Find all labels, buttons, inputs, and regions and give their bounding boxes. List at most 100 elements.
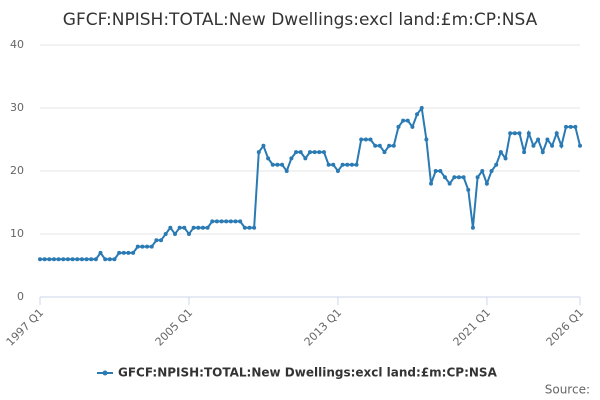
point xyxy=(494,162,499,167)
point xyxy=(145,244,150,249)
x-tick-label: 2021 Q1 xyxy=(451,306,494,349)
point xyxy=(536,137,541,142)
point xyxy=(312,150,317,155)
point xyxy=(564,124,569,129)
point xyxy=(38,257,42,262)
point xyxy=(79,257,84,262)
point xyxy=(98,250,103,255)
point xyxy=(345,162,350,167)
point xyxy=(140,244,145,249)
point xyxy=(275,162,280,167)
y-tick-label: 40 xyxy=(10,38,24,51)
point xyxy=(517,131,522,136)
point xyxy=(173,232,177,236)
source: Source: xyxy=(545,383,590,397)
point xyxy=(480,169,485,173)
point xyxy=(578,143,582,148)
point xyxy=(522,150,527,155)
point xyxy=(84,257,89,262)
point xyxy=(424,137,429,142)
point xyxy=(154,238,159,243)
point xyxy=(298,150,303,155)
point xyxy=(438,169,443,173)
series-line xyxy=(40,105,581,261)
point xyxy=(568,124,573,129)
point xyxy=(303,156,308,161)
point xyxy=(545,137,550,142)
x-tick-label: 1997 Q1 xyxy=(4,306,47,349)
point xyxy=(466,187,471,192)
point xyxy=(443,175,447,180)
point xyxy=(112,257,117,262)
point xyxy=(335,169,340,173)
point xyxy=(340,162,345,167)
point xyxy=(470,225,475,230)
point xyxy=(498,150,503,155)
point xyxy=(405,118,410,123)
point xyxy=(461,175,466,180)
point xyxy=(321,150,326,155)
point xyxy=(242,225,247,230)
point xyxy=(89,257,94,262)
point xyxy=(61,257,66,262)
point xyxy=(149,244,154,249)
point xyxy=(554,131,559,136)
point xyxy=(382,150,387,155)
y-tick-label: 10 xyxy=(10,227,24,240)
point xyxy=(368,137,373,142)
point xyxy=(289,156,294,161)
point xyxy=(47,257,52,262)
x-tick-label: 2013 Q1 xyxy=(302,306,345,349)
point xyxy=(135,244,140,249)
point xyxy=(247,225,252,230)
point xyxy=(121,250,126,255)
point xyxy=(163,232,168,236)
point xyxy=(433,169,438,173)
point xyxy=(186,232,191,236)
point xyxy=(540,150,545,155)
point xyxy=(51,257,56,262)
point xyxy=(410,124,415,129)
point xyxy=(573,124,578,129)
point xyxy=(56,257,61,262)
point xyxy=(280,162,285,167)
point xyxy=(182,225,187,230)
point xyxy=(159,238,164,243)
point xyxy=(512,131,517,136)
point xyxy=(168,225,173,230)
point xyxy=(117,250,122,255)
point xyxy=(559,143,564,148)
point xyxy=(126,250,131,255)
chart-title: GFCF:NPISH:TOTAL:New Dwellings:excl land… xyxy=(63,10,538,30)
point xyxy=(359,137,364,142)
point xyxy=(205,225,210,230)
point xyxy=(447,181,452,186)
point xyxy=(238,219,243,224)
point xyxy=(261,143,266,148)
point xyxy=(396,124,401,129)
point xyxy=(526,131,531,136)
y-tick-label: 20 xyxy=(10,164,24,177)
point xyxy=(228,219,233,224)
point xyxy=(508,131,513,136)
point xyxy=(65,257,70,262)
legend-label: GFCF:NPISH:TOTAL:New Dwellings:excl land… xyxy=(118,366,498,380)
point xyxy=(373,143,378,148)
point xyxy=(456,175,461,180)
point xyxy=(256,150,261,155)
point xyxy=(196,225,201,230)
point xyxy=(415,112,420,117)
point xyxy=(252,225,257,230)
x-tick-label: 2005 Q1 xyxy=(153,306,196,349)
point xyxy=(210,219,215,224)
point xyxy=(284,169,289,173)
point xyxy=(429,181,434,186)
point xyxy=(489,169,494,173)
point xyxy=(107,257,112,262)
point xyxy=(233,219,238,224)
point xyxy=(214,219,219,224)
point xyxy=(387,143,392,148)
point xyxy=(531,143,536,148)
point xyxy=(484,181,489,186)
